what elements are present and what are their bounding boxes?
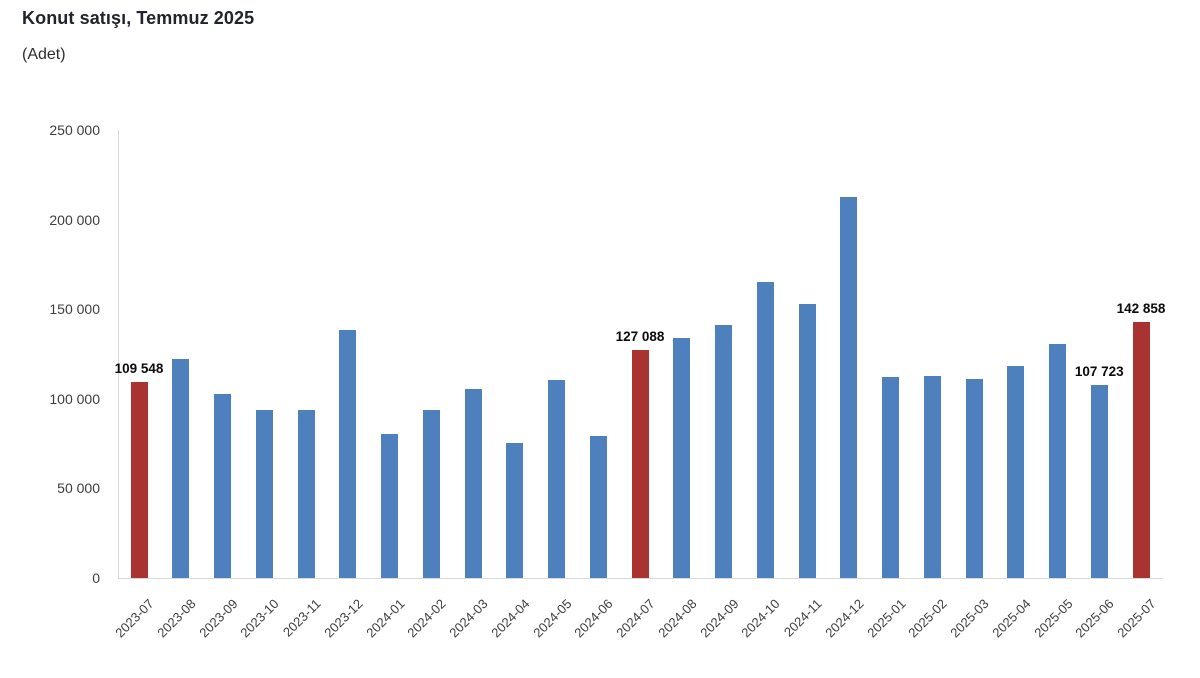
bar-2023-07[interactable] (130, 382, 148, 578)
x-axis-tick-label: 2025-04 (989, 596, 1034, 641)
bar-2024-07[interactable] (631, 350, 649, 578)
x-axis-tick-label: 2024-05 (529, 596, 575, 641)
bar-2023-09[interactable] (214, 394, 231, 578)
x-axis-tick-label: 2024-03 (446, 596, 491, 641)
bar-2024-09[interactable] (715, 325, 732, 578)
x-axis-tick-label: 2024-07 (613, 596, 658, 641)
bar-2025-05[interactable] (1049, 344, 1066, 578)
y-axis-tick-label: 200 000 (49, 212, 100, 228)
x-axis-tick-label: 2024-09 (696, 596, 742, 641)
chart-subtitle: (Adet) (22, 46, 66, 63)
y-axis: 0 50 000 100 000 150 000 200 000 250 000 (0, 0, 100, 678)
bar-value-label: 127 088 (615, 329, 665, 344)
x-axis-tick-label: 2025-07 (1114, 596, 1159, 641)
y-axis-tick-label: 100 000 (49, 391, 100, 407)
x-axis-tick-label: 2025-03 (947, 596, 992, 641)
x-axis-tick-label: 2024-08 (655, 596, 700, 641)
x-axis-tick-label: 2023-11 (279, 596, 324, 640)
y-axis-tick-label: 0 (92, 570, 100, 586)
bar-2023-10[interactable] (255, 410, 273, 578)
x-axis-tick-label: 2023-12 (321, 596, 366, 641)
y-axis-tick-label: 250 000 (49, 122, 100, 138)
bar-2023-11[interactable] (297, 410, 315, 578)
bar-2024-05[interactable] (548, 380, 565, 578)
bar-2024-06[interactable] (589, 436, 607, 578)
y-axis-tick-label: 150 000 (49, 301, 100, 317)
x-axis-tick-label: 2024-01 (362, 596, 408, 641)
bar-2025-03[interactable] (965, 379, 983, 578)
bar-2024-04[interactable] (506, 443, 524, 578)
bar-2023-12[interactable] (339, 330, 357, 578)
x-axis-tick-label: 2024-10 (738, 596, 783, 641)
x-axis-tick-label: 2024-02 (404, 596, 449, 641)
x-axis-tick-label: 2024-12 (822, 596, 867, 641)
bar-2025-07[interactable] (1132, 322, 1150, 578)
bar-2024-01[interactable] (381, 434, 398, 578)
bar-2024-10[interactable] (756, 282, 774, 578)
x-axis-tick-label: 2024-06 (571, 596, 616, 641)
x-axis-tick-label: 2023-09 (195, 596, 241, 641)
x-axis-tick-label: 2025-06 (1072, 596, 1117, 641)
plot-area: 109 548 127 088 107 723 142 858 (115, 130, 1165, 579)
y-axis-tick-label: 50 000 (57, 480, 100, 496)
bar-2024-02[interactable] (422, 410, 440, 578)
x-axis-tick-label: 2023-08 (154, 596, 199, 641)
bar-2025-01[interactable] (882, 377, 899, 578)
bar-2025-04[interactable] (1007, 366, 1025, 578)
bar-2024-03[interactable] (464, 389, 482, 578)
bar-2025-06[interactable] (1090, 385, 1108, 578)
bar-2024-12[interactable] (840, 197, 858, 578)
bar-value-label: 109 548 (114, 361, 164, 376)
bar-2024-08[interactable] (673, 338, 691, 578)
x-axis-tick-label: 2025-02 (905, 596, 950, 641)
x-axis-tick-label: 2023-10 (237, 596, 282, 641)
bar-2023-08[interactable] (172, 359, 190, 578)
bar-value-label: 142 858 (1116, 301, 1166, 316)
x-axis-tick-label: 2025-01 (863, 596, 909, 641)
x-axis-tick-label: 2024-04 (488, 596, 533, 641)
x-axis-tick-label: 2024-11 (780, 596, 825, 640)
bar-2024-11[interactable] (798, 304, 816, 578)
x-axis-tick-label: 2025-05 (1030, 596, 1076, 641)
bar-2025-02[interactable] (923, 376, 941, 578)
chart-title: Konut satışı, Temmuz 2025 (22, 8, 255, 28)
bar-value-label: 107 723 (1074, 364, 1124, 379)
